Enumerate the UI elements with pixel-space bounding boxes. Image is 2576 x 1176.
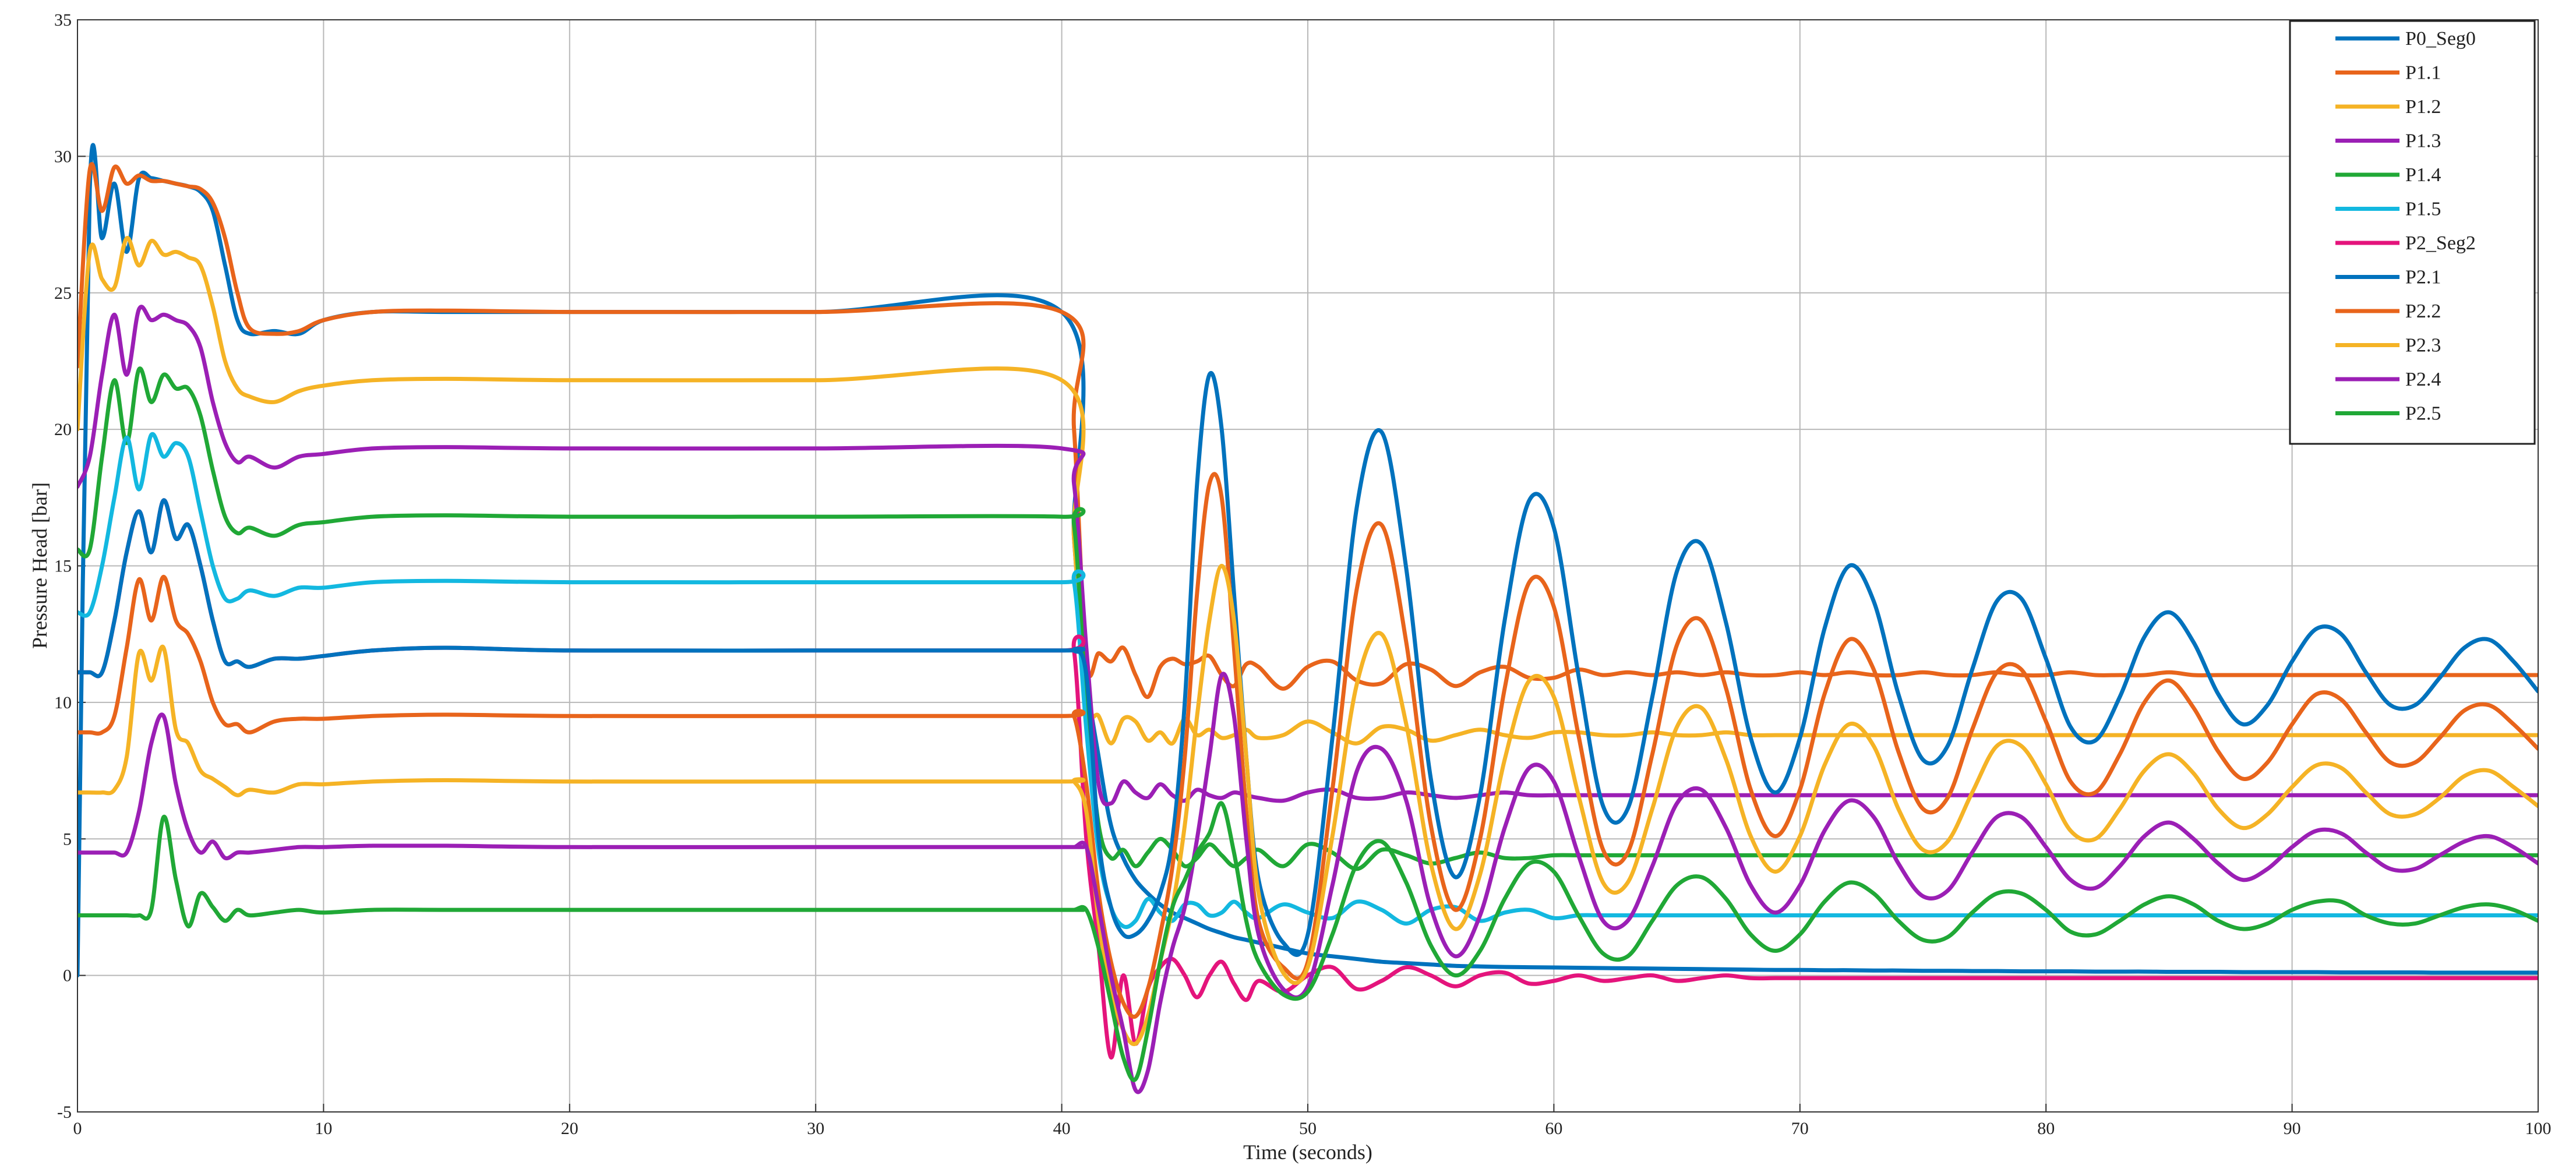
legend-text: P0_Seg0 <box>2405 28 2476 50</box>
line-series <box>77 801 2538 1082</box>
legend-text: P1.5 <box>2405 199 2441 220</box>
line-series <box>77 162 2538 699</box>
legend-text: P1.4 <box>2405 164 2441 186</box>
x-axis-label: Time (seconds) <box>1243 1140 1372 1164</box>
y-tick-label: 15 <box>54 557 72 576</box>
line-series <box>77 472 2538 1019</box>
x-tick-label: 40 <box>1053 1119 1071 1138</box>
legend-text: P2.4 <box>2405 369 2441 390</box>
legend-text: P2.1 <box>2405 267 2441 288</box>
legend-text: P2.5 <box>2405 403 2441 425</box>
line-series <box>77 432 2538 930</box>
legend-text: P1.3 <box>2405 130 2441 152</box>
legend-text: P2.3 <box>2405 335 2441 356</box>
x-tick-label: 100 <box>2525 1119 2552 1138</box>
y-tick-label: -5 <box>57 1103 72 1122</box>
y-tick-label: 5 <box>63 829 72 849</box>
x-tick-label: 90 <box>2284 1119 2301 1138</box>
y-tick-label: 30 <box>54 147 72 166</box>
y-tick-label: 10 <box>54 693 72 712</box>
line-series <box>77 564 2538 1046</box>
legend-text: P2.2 <box>2405 301 2441 322</box>
x-tick-label: 70 <box>1791 1119 1809 1138</box>
y-axis-label: Pressure Head [bar] <box>28 482 51 649</box>
plot-frame <box>77 19 2539 1113</box>
line-series <box>77 371 2538 957</box>
x-tick-label: 0 <box>73 1119 82 1138</box>
x-tick-label: 80 <box>2037 1119 2055 1138</box>
legend-text: P1.1 <box>2405 62 2441 84</box>
y-tick-label: 25 <box>54 284 72 303</box>
legend-text: P2_Seg2 <box>2405 232 2476 254</box>
x-tick-label: 10 <box>315 1119 332 1138</box>
plot-lines <box>77 143 2538 1094</box>
y-tick-label: 0 <box>63 966 72 986</box>
y-tick-label: 20 <box>54 420 72 439</box>
legend-text: P1.2 <box>2405 96 2441 118</box>
line-series <box>77 143 2538 978</box>
x-tick-label: 20 <box>561 1119 578 1138</box>
legend-box <box>2289 20 2536 445</box>
x-tick-label: 30 <box>807 1119 824 1138</box>
y-tick-label: 35 <box>54 10 72 30</box>
x-tick-label: 50 <box>1299 1119 1317 1138</box>
line-series <box>77 672 2538 1094</box>
x-tick-label: 60 <box>1545 1119 1562 1138</box>
